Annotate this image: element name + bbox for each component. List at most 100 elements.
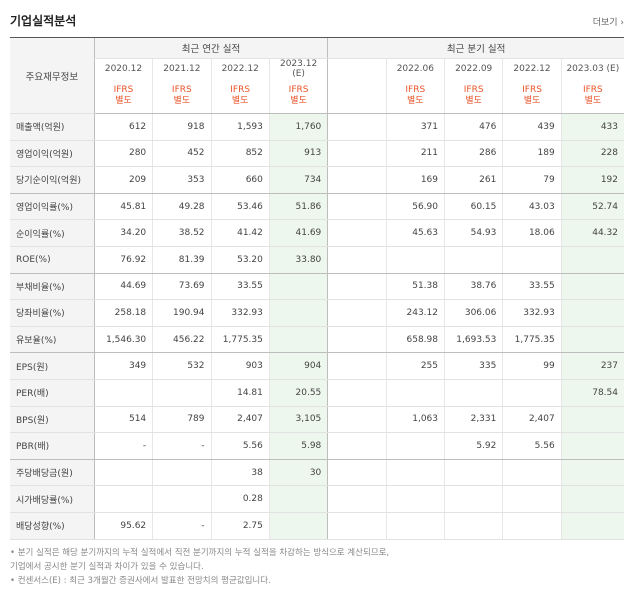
table-cell: 903 — [210, 352, 270, 380]
table-cell: 43.03 — [502, 193, 562, 221]
table-cell — [502, 485, 562, 513]
table-cell — [268, 299, 328, 327]
table-cell: 532 — [152, 352, 212, 380]
table-cell: 41.42 — [210, 219, 270, 247]
row-label: PER(배) — [10, 379, 95, 407]
table-cell: 192 — [560, 166, 624, 194]
table-cell: 5.56 — [210, 432, 270, 460]
table-cell — [327, 140, 387, 168]
row-label: 당좌비율(%) — [10, 299, 95, 327]
table-cell — [93, 379, 153, 407]
row-label: 매출액(억원) — [10, 113, 95, 141]
table-cell: 228 — [560, 140, 624, 168]
table-cell: 30 — [268, 459, 328, 487]
table-cell: 52.74 — [560, 193, 624, 221]
table-cell — [385, 379, 445, 407]
period-row: 2020.12 2021.12 2022.12 2023.12 (E) 2022.06 2… — [10, 58, 624, 79]
table-cell: 51.86 — [268, 193, 328, 221]
table-cell: 904 — [268, 352, 328, 380]
table-cell: 286 — [443, 140, 503, 168]
table-cell: 18.06 — [502, 219, 562, 247]
table-cell — [93, 485, 153, 513]
row-label: 부채비율(%) — [10, 273, 95, 301]
table-cell: 2.75 — [210, 512, 270, 540]
table-cell — [385, 459, 445, 487]
table-cell — [327, 406, 387, 434]
row-label: 당기순이익(억원) — [10, 166, 95, 194]
table-cell: 258.18 — [93, 299, 153, 327]
table-cell: 439 — [502, 113, 562, 141]
table-cell: 79 — [502, 166, 562, 194]
table-cell — [560, 406, 624, 434]
period-header — [327, 58, 387, 79]
table-cell: 49.28 — [152, 193, 212, 221]
table-row: ROE(%) 76.92 81.39 53.20 33.80 — [10, 246, 624, 274]
table-cell: 41.69 — [268, 219, 328, 247]
table-row: EPS(원) 349 532 903 904 255 335 99 237 — [10, 352, 624, 380]
table-cell: 189 — [502, 140, 562, 168]
more-link[interactable]: 더보기 › — [592, 18, 624, 28]
table-cell — [268, 273, 328, 301]
table-cell: 20.55 — [268, 379, 328, 407]
table-cell — [502, 512, 562, 540]
table-cell: 1,760 — [268, 113, 328, 141]
table-cell: 3,105 — [268, 406, 328, 434]
ifrs-label: IFRS 별도 — [502, 79, 562, 114]
table-cell — [560, 485, 624, 513]
table-cell — [327, 273, 387, 301]
table-cell — [385, 485, 445, 513]
table-cell: 349 — [93, 352, 153, 380]
table-cell: 306.06 — [443, 299, 503, 327]
section-header: 기업실적분석 더보기 › — [10, 12, 624, 32]
table-cell: 5.98 — [268, 432, 328, 460]
row-label: 시가배당률(%) — [10, 485, 95, 513]
table-cell — [327, 246, 387, 274]
period-header: 2022.09 — [443, 58, 503, 79]
table-cell: 33.80 — [268, 246, 328, 274]
table-cell: 2,331 — [443, 406, 503, 434]
table-row: PER(배) 14.81 20.55 78.54 — [10, 379, 624, 407]
table-cell: 243.12 — [385, 299, 445, 327]
period-header: 2021.12 — [152, 58, 212, 79]
table-cell — [327, 299, 387, 327]
table-cell: 169 — [385, 166, 445, 194]
row-label: 주당배당금(원) — [10, 459, 95, 487]
table-body: 매출액(억원) 612 918 1,593 1,760 371 476 439 433 영업이익(… — [10, 113, 624, 540]
table-row: 부채비율(%) 44.69 73.69 33.55 51.38 38.76 33.55 — [10, 273, 624, 301]
quarter-header: 최근 분기 실적 — [327, 38, 624, 59]
table-cell: 54.93 — [443, 219, 503, 247]
table-cell: 1,546.30 — [93, 326, 153, 354]
period-header: 2022.12 — [210, 58, 270, 79]
table-cell — [502, 379, 562, 407]
table-cell: 5.92 — [443, 432, 503, 460]
table-cell — [268, 512, 328, 540]
table-cell: 45.63 — [385, 219, 445, 247]
table-cell: 353 — [152, 166, 212, 194]
table-cell — [152, 485, 212, 513]
row-label: PBR(배) — [10, 432, 95, 460]
table-cell: 1,593 — [210, 113, 270, 141]
table-cell: 99 — [502, 352, 562, 380]
row-label: 영업이익(억원) — [10, 140, 95, 168]
table-cell — [327, 459, 387, 487]
table-row: BPS(원) 514 789 2,407 3,105 1,063 2,331 2,407 — [10, 406, 624, 434]
table-cell: - — [93, 432, 153, 460]
table-cell: - — [152, 512, 212, 540]
table-cell: 2,407 — [210, 406, 270, 434]
table-cell — [560, 246, 624, 274]
table-cell — [385, 246, 445, 274]
ifrs-label: IFRS 별도 — [152, 79, 212, 114]
table-cell: 53.20 — [210, 246, 270, 274]
footnotes: • 분기 실적은 해당 분기까지의 누적 실적에서 직전 분기까지의 누적 실적… — [10, 546, 624, 588]
table-cell — [560, 299, 624, 327]
table-cell: 1,063 — [385, 406, 445, 434]
table-row: 매출액(억원) 612 918 1,593 1,760 371 476 439 433 — [10, 113, 624, 141]
table-cell: 45.81 — [93, 193, 153, 221]
table-cell: 2,407 — [502, 406, 562, 434]
table-cell: 371 — [385, 113, 445, 141]
row-label: EPS(원) — [10, 352, 95, 380]
table-cell: 53.46 — [210, 193, 270, 221]
table-cell: 660 — [210, 166, 270, 194]
table-cell: 95.62 — [93, 512, 153, 540]
financial-summary-table: 주요재무정보 최근 연간 실적 최근 분기 실적 2020.12 2021.12 2… — [10, 38, 624, 540]
